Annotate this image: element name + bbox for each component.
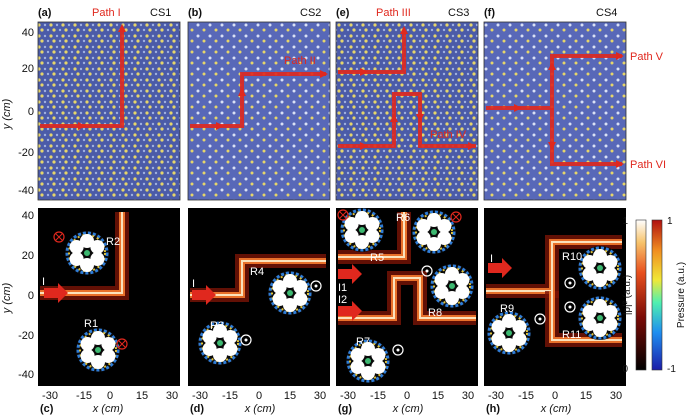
path-label: Path I — [92, 7, 121, 19]
colorbar-max: 1 — [622, 216, 628, 227]
resonator-label: R7 — [356, 336, 370, 348]
x-tick: -15 — [222, 390, 238, 402]
resonator-label: R8 — [428, 307, 442, 319]
x-tick: 30 — [314, 390, 326, 402]
colorbar-max: 1 — [667, 216, 673, 227]
x-axis-c: -30 -15 0 15 30 x (cm) — [42, 390, 178, 415]
x-axis-g: -30 -15 0 15 30 x (cm) — [340, 390, 474, 415]
panel-label: (e) — [336, 7, 350, 19]
y-tick: 20 — [22, 250, 34, 262]
panel-h: I R9 R10 R11 (h) — [484, 208, 626, 415]
y-tick: 40 — [22, 210, 34, 222]
panel-label: (c) — [40, 403, 54, 415]
x-tick: -30 — [340, 390, 356, 402]
x-axis-title: x (cm) — [540, 403, 572, 415]
panel-a: (a) Path I CS1 — [37, 7, 181, 201]
y-tick: -40 — [18, 185, 34, 197]
x-tick: 0 — [256, 390, 262, 402]
colorbar-intensity: 1 0 |p|² (a.u.) — [622, 216, 647, 375]
colorbar-pressure: 1 -1 Pressure (a.u.) — [651, 216, 687, 375]
resonator-label: R6 — [396, 212, 410, 224]
x-axis-title: x (cm) — [244, 403, 276, 415]
x-tick: 15 — [580, 390, 592, 402]
panel-label: (f) — [484, 7, 495, 19]
y-tick: 20 — [22, 63, 34, 75]
x-tick: 15 — [136, 390, 148, 402]
panel-f: (f) Path V Path VI CS4 — [483, 7, 666, 201]
y-axis-top: 40 20 0 -20 -40 y (cm) — [1, 27, 34, 197]
source-label: I — [192, 278, 195, 290]
colorbar-label: Pressure (a.u.) — [676, 262, 687, 328]
x-tick: 0 — [552, 390, 558, 402]
resonator-label: R2 — [106, 236, 120, 248]
x-tick: 0 — [107, 390, 113, 402]
x-axis-title: x (cm) — [392, 403, 424, 415]
cs-label: CS1 — [150, 7, 171, 19]
path-label: Path VI — [630, 159, 666, 171]
colorbar-min: 0 — [622, 364, 628, 375]
resonator-label: R10 — [562, 251, 582, 263]
resonator-label: R3 — [210, 320, 224, 332]
x-tick: -15 — [76, 390, 92, 402]
resonator-label: R11 — [562, 329, 581, 341]
y-axis-bottom: 40 20 0 -20 -40 y (cm) — [1, 210, 34, 381]
y-tick: -20 — [18, 147, 34, 159]
x-axis-title: x (cm) — [92, 403, 124, 415]
y-tick: -40 — [18, 369, 34, 381]
x-axis-h: -30 -15 0 15 30 x (cm) — [488, 390, 622, 415]
x-tick: 30 — [166, 390, 178, 402]
path-label: Path III — [376, 7, 411, 19]
panel-label: (a) — [38, 7, 52, 19]
panel-label: (h) — [486, 403, 500, 415]
panel-b: (b) Path II CS2 — [187, 7, 331, 201]
x-tick: 30 — [610, 390, 622, 402]
path-label: Path IV — [430, 129, 467, 141]
panel-c: I R1 R2 (c) — [38, 208, 180, 415]
y-tick: 0 — [28, 106, 34, 118]
resonator-label: R5 — [370, 252, 384, 264]
y-tick: -20 — [18, 330, 34, 342]
panel-d: I R4 R3 (d) — [188, 208, 330, 415]
panel-e: (e) Path III Path IV CS3 — [335, 7, 479, 201]
colorbar-min: -1 — [667, 364, 676, 375]
resonator-label: R4 — [250, 266, 264, 278]
x-tick: -15 — [370, 390, 386, 402]
resonator-label: R9 — [500, 303, 514, 315]
source-label: I2 — [338, 294, 347, 306]
source-label: I1 — [338, 282, 347, 294]
x-tick: -15 — [518, 390, 534, 402]
y-axis-title: y (cm) — [1, 98, 13, 130]
colorbar-label: |p|² (a.u.) — [622, 275, 633, 315]
x-tick: 15 — [432, 390, 444, 402]
y-tick: 40 — [22, 27, 34, 39]
resonator-label: R1 — [84, 318, 98, 330]
path-label: Path V — [630, 51, 664, 63]
path-label: Path II — [284, 55, 316, 67]
x-tick: 15 — [284, 390, 296, 402]
x-tick: 0 — [404, 390, 410, 402]
x-tick: 30 — [462, 390, 474, 402]
x-tick: -30 — [488, 390, 504, 402]
panel-label: (d) — [190, 403, 204, 415]
source-label: I — [490, 253, 493, 265]
cs-label: CS2 — [300, 7, 321, 19]
panel-g: I1 I2 R5 R6 R7 R8 (g) — [336, 206, 478, 415]
x-tick: -30 — [192, 390, 208, 402]
x-axis-d: -30 -15 0 15 30 x (cm) — [192, 390, 326, 415]
panel-label: (g) — [338, 403, 352, 415]
cs-label: CS3 — [448, 7, 469, 19]
y-axis-title: y (cm) — [1, 282, 13, 314]
x-tick: -30 — [42, 390, 58, 402]
source-label: I — [42, 276, 45, 288]
cs-label: CS4 — [596, 7, 617, 19]
panel-label: (b) — [188, 7, 202, 19]
y-tick: 0 — [28, 290, 34, 302]
